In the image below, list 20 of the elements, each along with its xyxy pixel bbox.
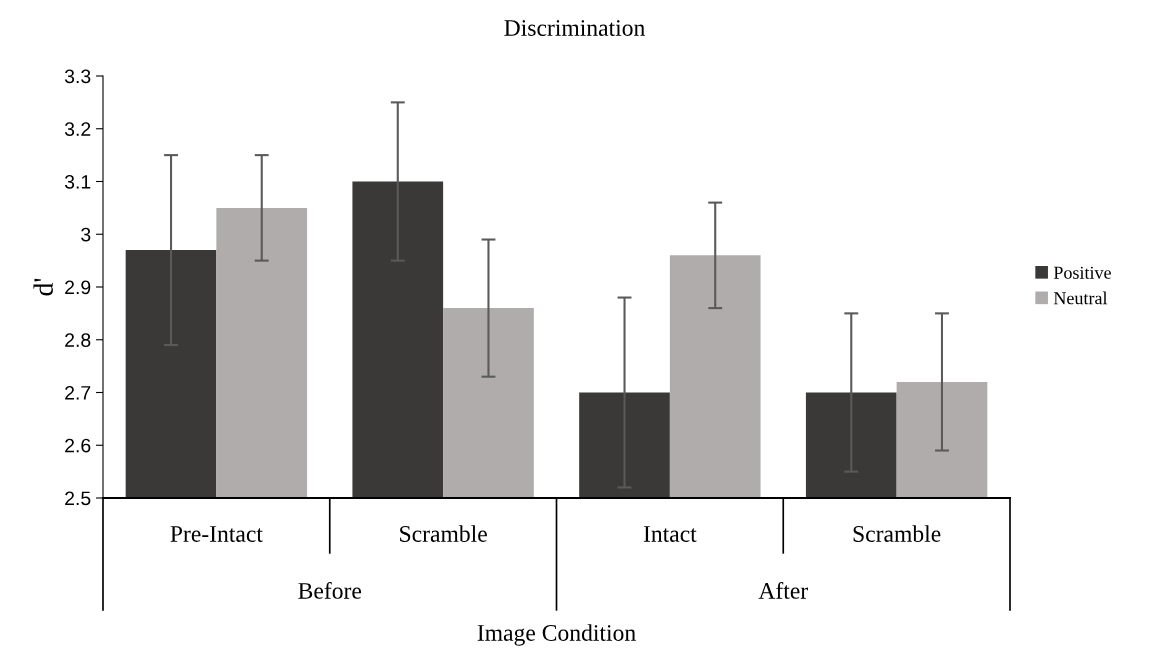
legend-label: Neutral [1053, 291, 1108, 305]
chart-title: Discrimination [504, 20, 645, 36]
y-tick-label: 3.3 [64, 69, 91, 84]
y-tick-label: 3.1 [64, 174, 91, 189]
y-tick-label: 2.5 [65, 491, 91, 506]
y-tick-label: 2.7 [65, 385, 91, 400]
y-tick-label: 3.2 [64, 122, 91, 136]
x-tick-label: Scramble [400, 525, 487, 542]
y-tick-label: 2.6 [65, 438, 91, 453]
text: Before [298, 582, 362, 599]
x-axis-title: Image Condition [477, 624, 636, 646]
y-tick-label: 2.8 [65, 333, 91, 347]
x-tick-label: Intact [643, 526, 697, 542]
x-tick-label: Scramble [853, 525, 941, 542]
y-tick-label: 3 [81, 227, 91, 242]
x-tick-label: Pre-Intact [170, 526, 263, 542]
y-tick-label: 2.9 [65, 280, 91, 295]
y-axis-title: d' [33, 278, 53, 296]
text: After [758, 582, 808, 599]
legend-label: Positive [1053, 266, 1111, 279]
